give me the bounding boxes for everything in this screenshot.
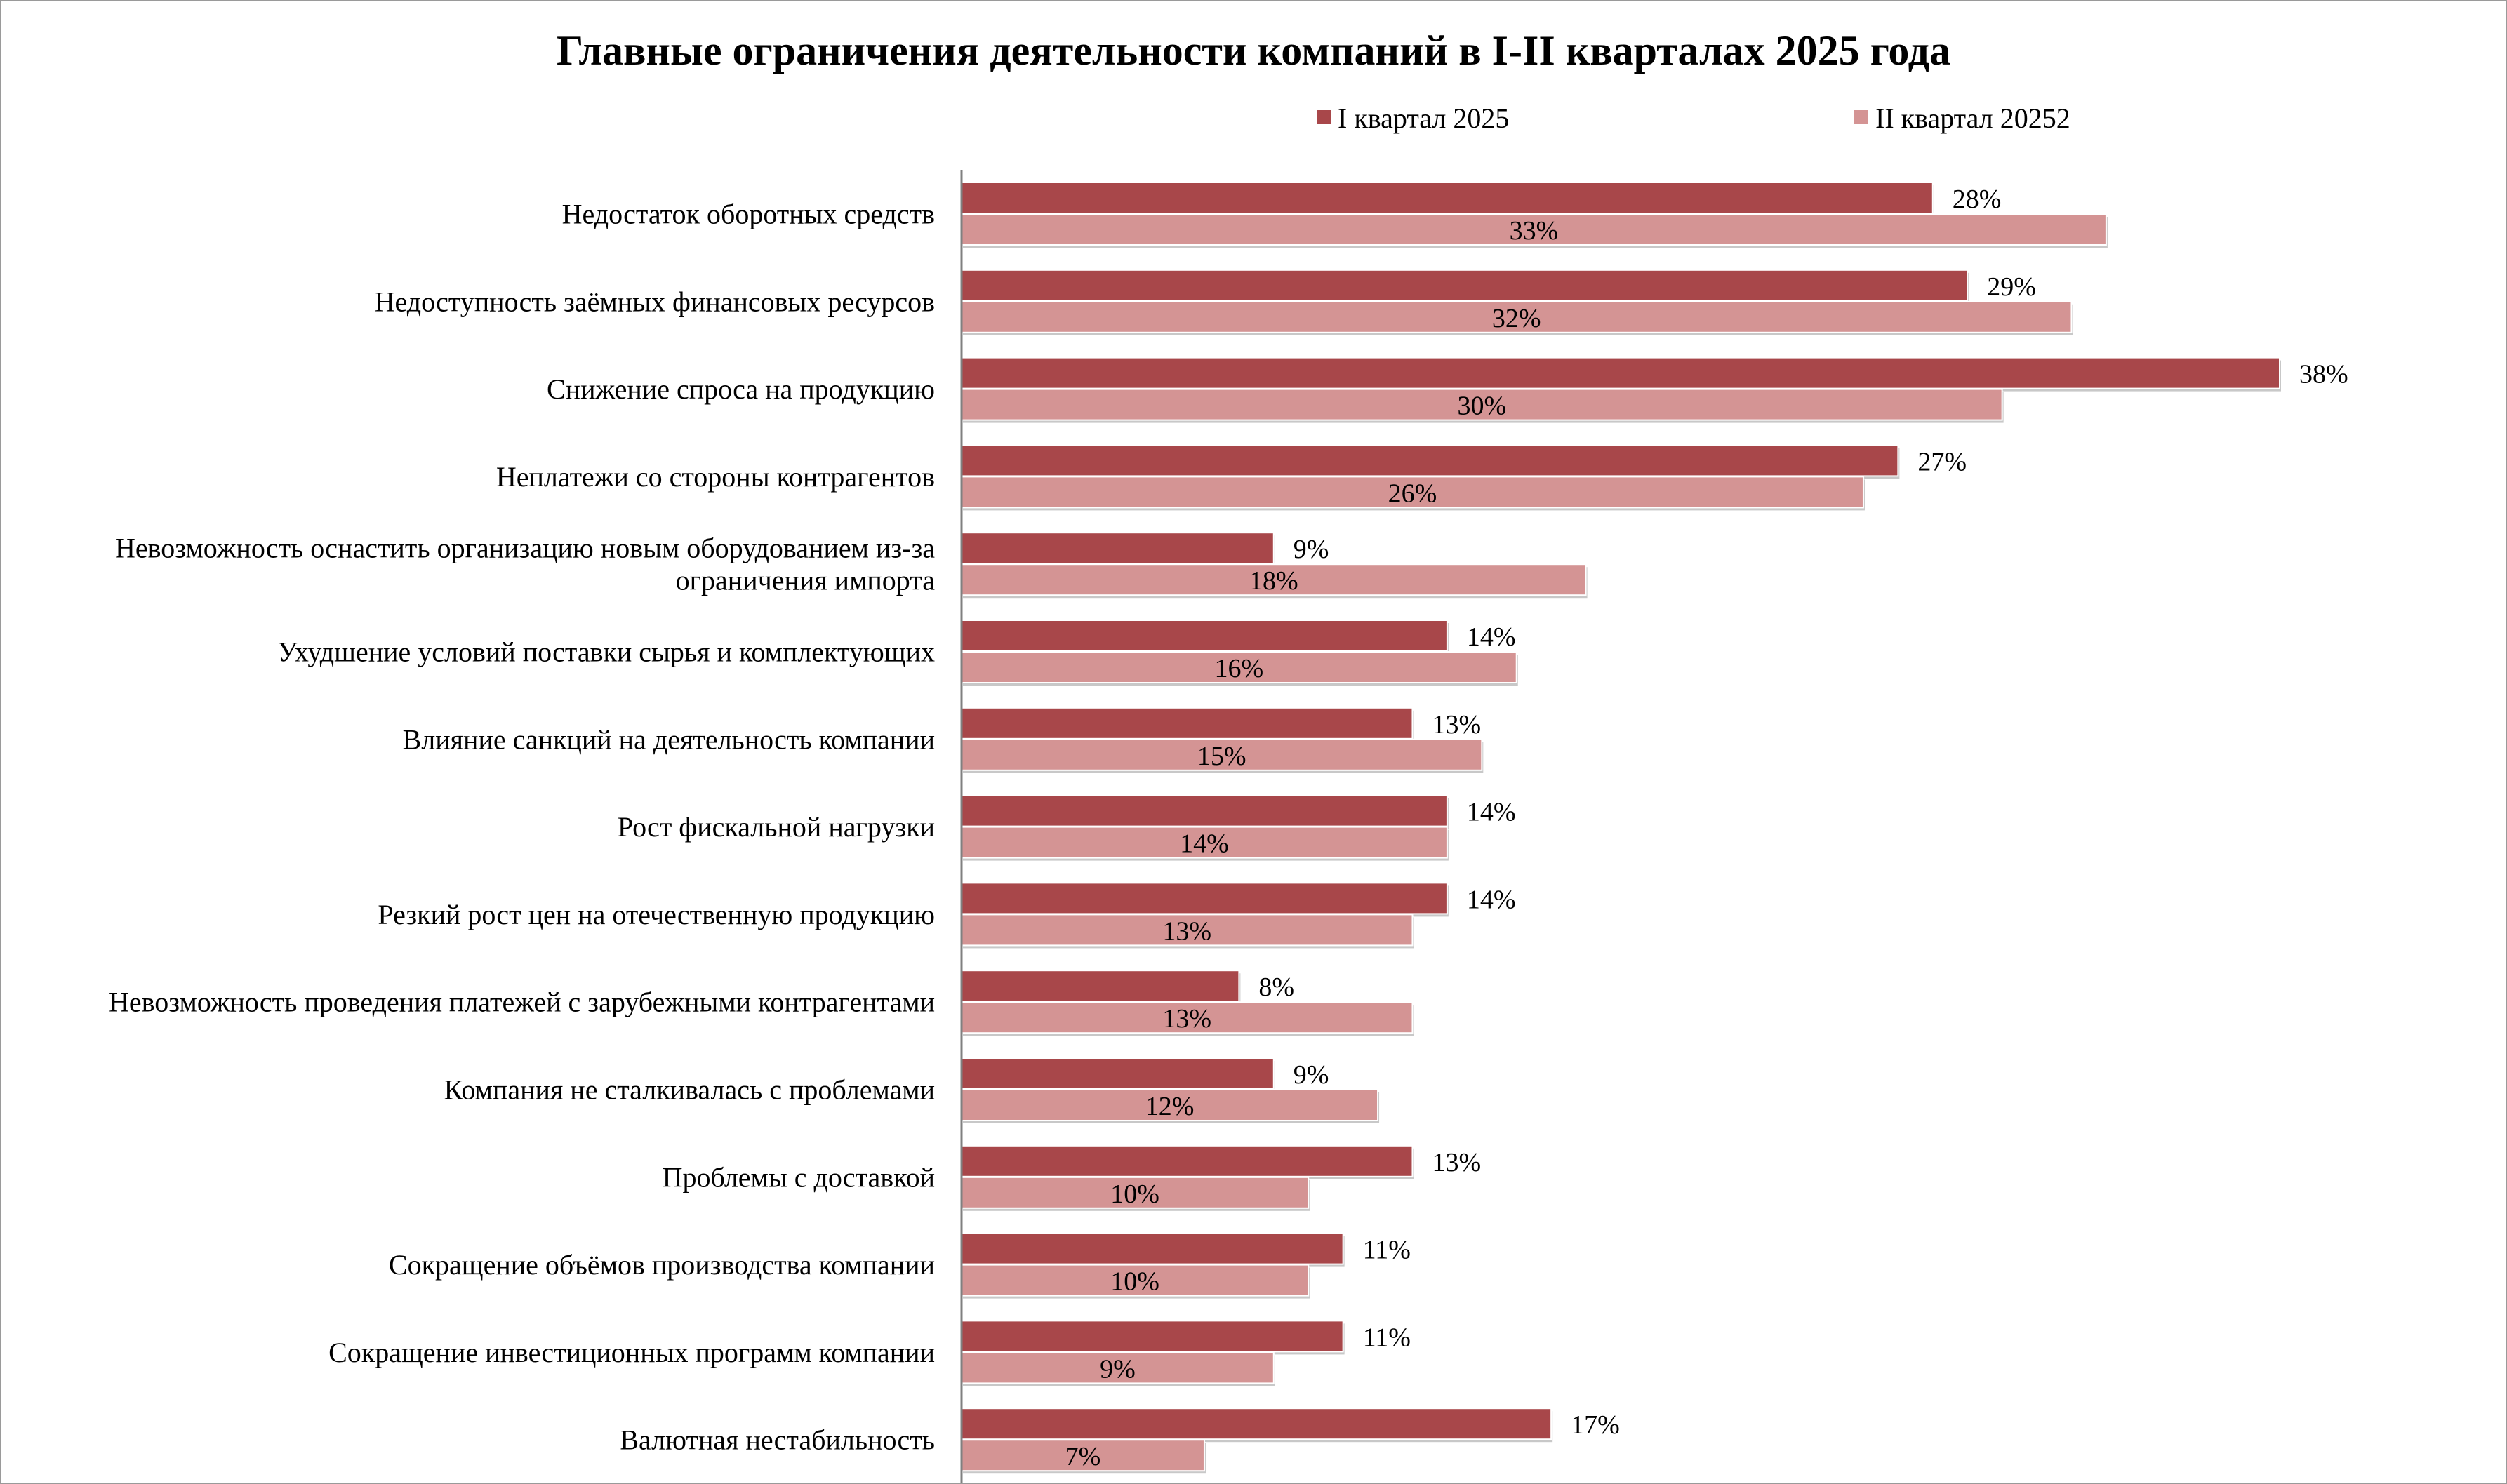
bar-s2 <box>961 651 1517 683</box>
data-label-s2: 15% <box>1197 742 1246 771</box>
bar-s2 <box>961 1439 1205 1472</box>
category-label: Невозможность проведения платежей с зару… <box>109 987 935 1018</box>
category-label: Невозможность оснастить организацию новы… <box>115 533 935 564</box>
category-label: Неплатежи со стороны контрагентов <box>496 461 935 493</box>
data-label-s2: 14% <box>1180 829 1229 859</box>
data-label-s2: 12% <box>1145 1092 1195 1121</box>
data-label-s1: 9% <box>1294 535 1329 564</box>
bar-s1 <box>961 1144 1414 1177</box>
bar-s1 <box>961 707 1414 740</box>
bar-s2 <box>961 1264 1310 1297</box>
category-label: Снижение спроса на продукцию <box>547 373 935 405</box>
bar-s1 <box>961 794 1448 827</box>
bar-s1 <box>961 970 1240 1003</box>
data-label-s1: 13% <box>1432 710 1481 740</box>
bar-s2 <box>961 826 1448 859</box>
data-label-s1: 27% <box>1917 447 1967 476</box>
data-label-s2: 13% <box>1162 1004 1211 1034</box>
bar-s2 <box>961 1176 1310 1209</box>
category-labels: Недостаток оборотных средств Недоступност… <box>109 199 935 1456</box>
category-label: Недоступность заёмных финансовых ресурсо… <box>375 286 935 317</box>
bar-s1 <box>961 620 1448 652</box>
bar-s2 <box>961 213 2107 246</box>
bars-group <box>961 182 2281 1474</box>
data-label-s1: 9% <box>1294 1060 1329 1090</box>
data-label-s2: 18% <box>1249 566 1298 596</box>
data-label-s1: 14% <box>1467 798 1516 827</box>
data-label-s1: 38% <box>2299 360 2348 389</box>
bar-s1 <box>961 882 1448 915</box>
data-label-s1: 11% <box>1363 1323 1411 1352</box>
data-label-s2: 30% <box>1457 392 1506 421</box>
category-label: Валютная нестабильность <box>620 1424 935 1456</box>
data-label-s1: 8% <box>1258 972 1294 1002</box>
bar-s1 <box>961 1320 1344 1353</box>
legend-label-1: I квартал 2025 <box>1338 102 1509 134</box>
bar-s1 <box>961 1232 1344 1265</box>
legend: I квартал 2025 II квартал 20252 <box>1317 102 2070 134</box>
data-label-s2: 33% <box>1510 216 1559 246</box>
data-label-s2: 32% <box>1492 304 1541 333</box>
category-label: Ухудшение условий поставки сырья и компл… <box>278 636 935 668</box>
data-label-s1: 28% <box>1953 185 2002 214</box>
bar-s1 <box>961 532 1275 565</box>
data-label-s2: 16% <box>1215 654 1264 683</box>
category-label: Компания не сталкивалась с проблемами <box>444 1074 935 1106</box>
category-label: Проблемы с доставкой <box>663 1161 935 1193</box>
data-label-s2: 9% <box>1100 1354 1136 1384</box>
data-label-s2: 7% <box>1065 1442 1101 1471</box>
bar-s1 <box>961 182 1934 214</box>
data-label-s1: 14% <box>1467 622 1516 652</box>
data-label-s1: 14% <box>1467 885 1516 914</box>
bar-s1 <box>961 1408 1552 1440</box>
bar-s2 <box>961 388 2003 421</box>
data-label-s1: 17% <box>1571 1410 1620 1440</box>
category-label: Сокращение инвестиционных программ компа… <box>328 1337 935 1368</box>
value-labels: 28%33%29%32%38%30%27%26%9%18%14%16%13%15… <box>1065 185 2348 1471</box>
bar-s2 <box>961 476 1864 509</box>
category-label: Рост фискальной нагрузки <box>618 811 935 843</box>
data-label-s1: 13% <box>1432 1148 1481 1177</box>
chart-title: Главные ограничения деятельности компани… <box>557 27 1950 74</box>
category-label: ограничения импорта <box>676 565 936 596</box>
bar-s1 <box>961 269 1969 302</box>
bar-s1 <box>961 444 1899 477</box>
bar-s2 <box>961 1001 1414 1034</box>
category-label: Сокращение объёмов производства компании <box>389 1249 935 1281</box>
data-label-s2: 26% <box>1388 479 1437 508</box>
category-label: Резкий рост цен на отечественную продукц… <box>378 899 935 930</box>
data-label-s1: 11% <box>1363 1236 1411 1265</box>
category-label: Влияние санкций на деятельность компании <box>403 723 935 755</box>
data-label-s1: 29% <box>1987 272 2036 302</box>
bar-s1 <box>961 1057 1275 1090</box>
data-label-s2: 10% <box>1110 1267 1159 1297</box>
data-label-s2: 10% <box>1110 1179 1159 1209</box>
bar-s2 <box>961 300 2073 333</box>
category-label: Недостаток оборотных средств <box>562 199 935 230</box>
legend-swatch-1 <box>1317 110 1331 124</box>
bar-s1 <box>961 356 2280 389</box>
legend-swatch-2 <box>1854 110 1868 124</box>
data-label-s2: 13% <box>1162 916 1211 946</box>
legend-label-2: II квартал 20252 <box>1875 102 2070 134</box>
